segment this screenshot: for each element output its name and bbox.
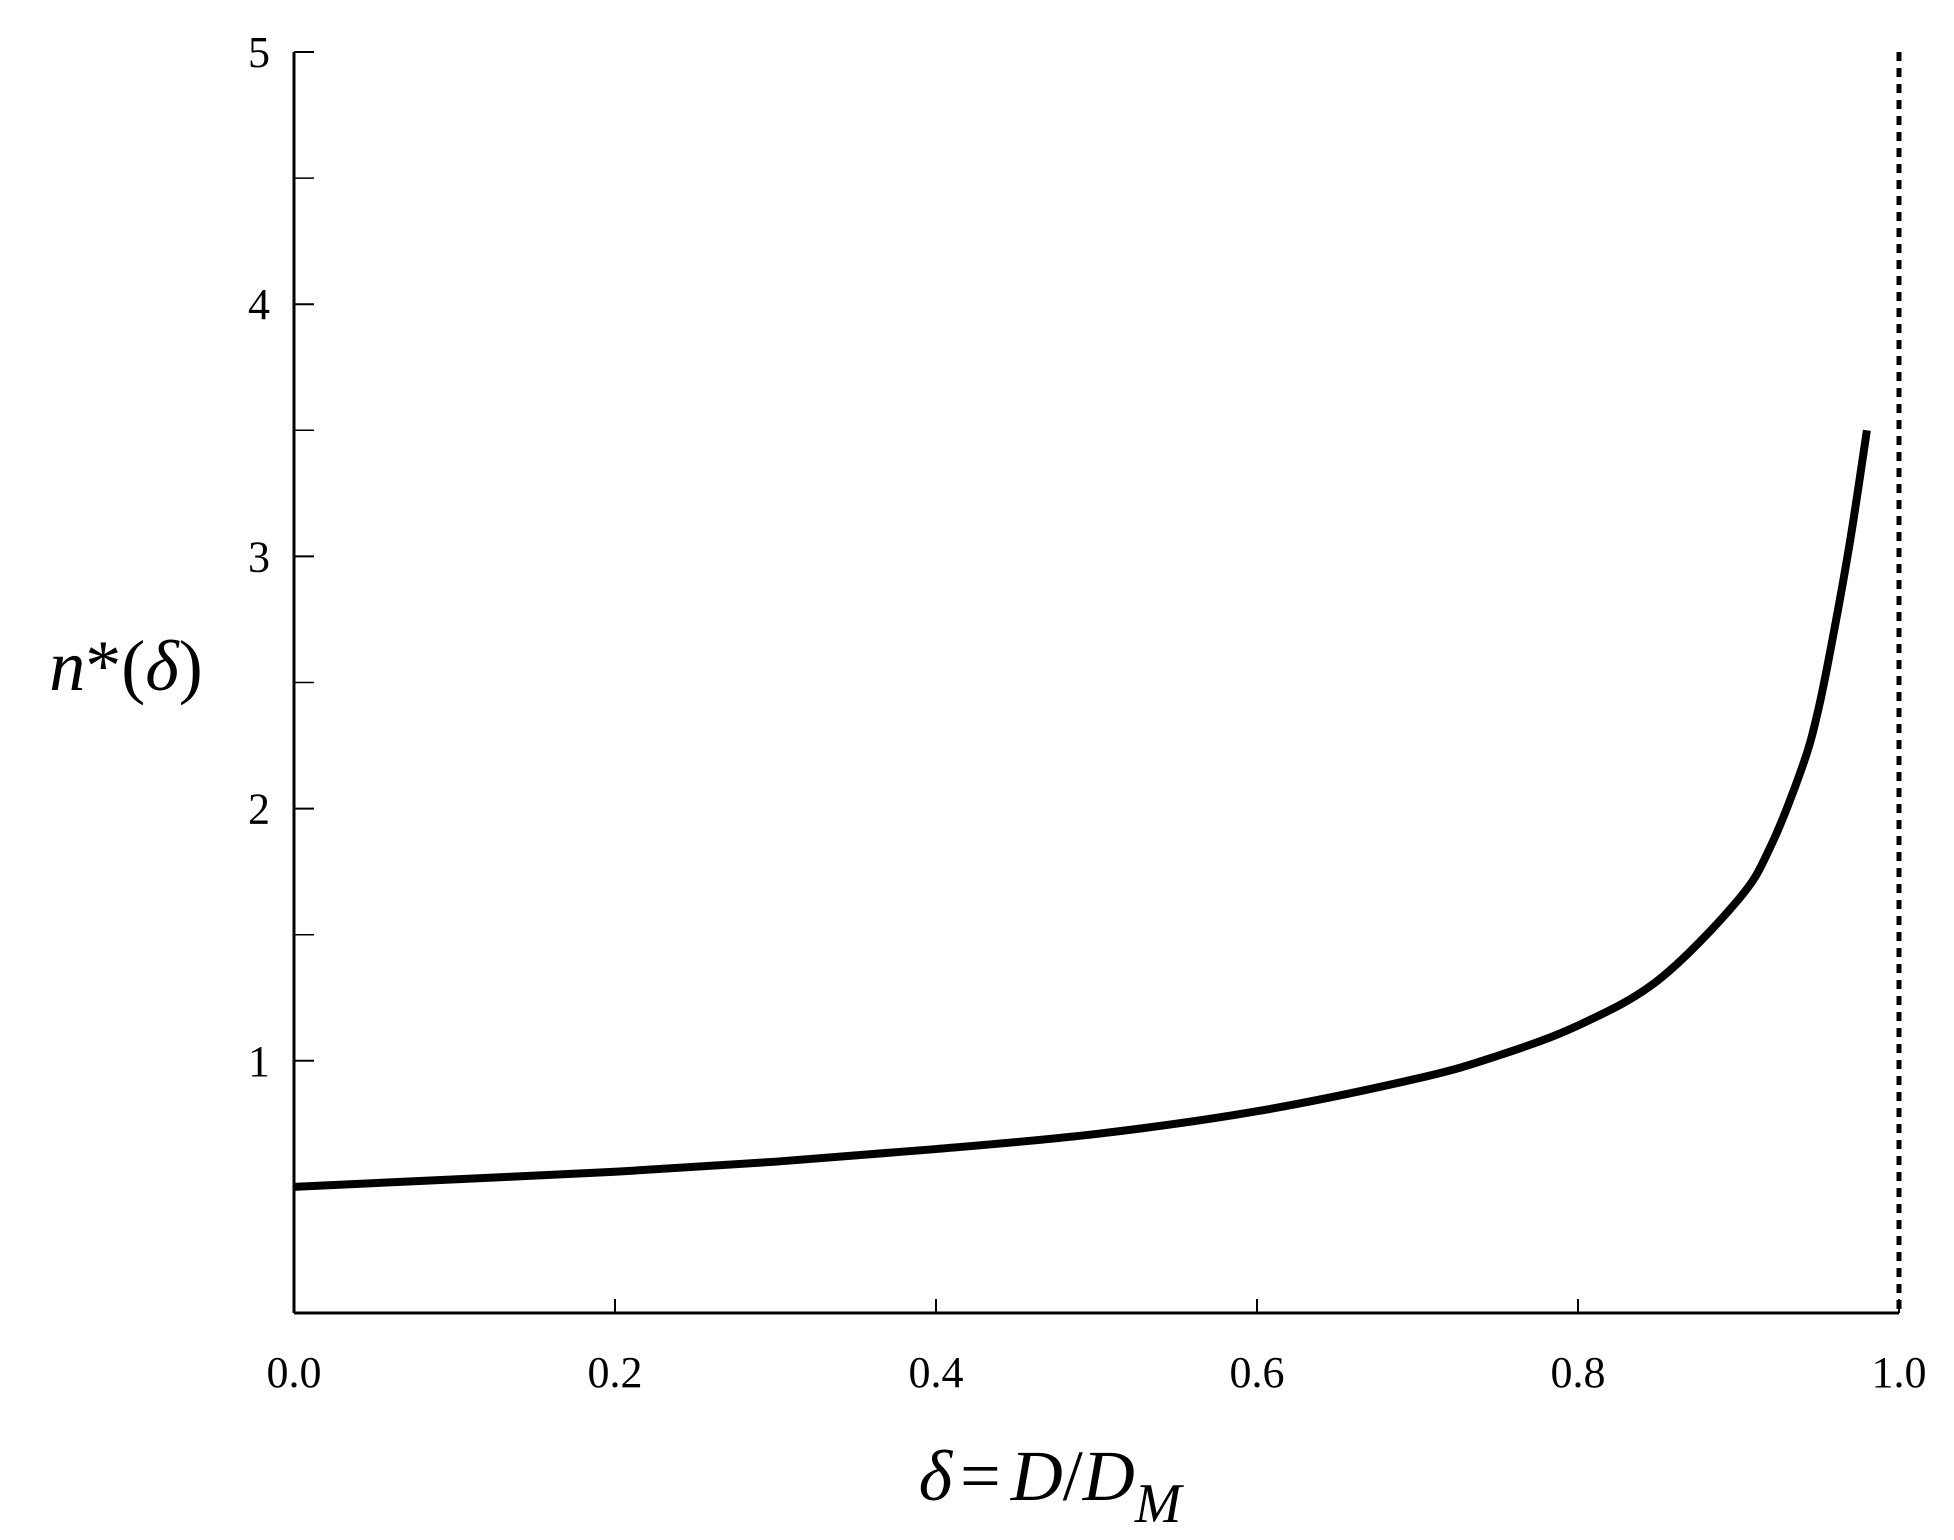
series-line	[293, 429, 1871, 1191]
y-axis-title-fn: n	[49, 626, 85, 706]
x-axis-title-slash: /	[1063, 1436, 1083, 1516]
x-axis-title-numerator: D	[1010, 1436, 1063, 1516]
y-axis-title-close: )	[179, 626, 203, 706]
y-tick-label: 1	[248, 1037, 270, 1086]
x-tick-label: 1.0	[1872, 1348, 1927, 1397]
x-tick-label: 0.2	[588, 1348, 643, 1397]
y-tick-label: 3	[248, 532, 270, 581]
y-ticks: 1 2 3 4 5	[248, 28, 314, 1188]
x-tick-label: 0.4	[909, 1348, 964, 1397]
x-axis-title-subscript: M	[1134, 1473, 1185, 1535]
y-axis-title-open: (	[121, 626, 145, 706]
x-tick-label: 0.8	[1551, 1348, 1606, 1397]
x-axis-title: δ = D/DM	[919, 1436, 1185, 1535]
y-tick-label: 5	[248, 28, 270, 77]
x-tick-label: 0.0	[267, 1348, 322, 1397]
y-axis-title: n*(δ)	[49, 626, 202, 706]
axes	[292, 52, 1899, 1315]
x-tick-label: 0.6	[1230, 1348, 1285, 1397]
series-group	[293, 429, 1871, 1191]
y-tick-label: 4	[248, 280, 270, 329]
x-ticks: 0.0 0.2 0.4 0.6 0.8 1.0	[267, 1299, 1927, 1397]
y-axis-title-arg: δ	[145, 626, 180, 706]
y-axis-title-star: *	[85, 626, 121, 706]
x-axis-title-symbol: δ	[919, 1436, 954, 1516]
y-tick-label: 2	[248, 785, 270, 834]
x-axis-title-denominator: D	[1082, 1436, 1135, 1516]
x-axis-title-equals: =	[960, 1436, 1001, 1516]
